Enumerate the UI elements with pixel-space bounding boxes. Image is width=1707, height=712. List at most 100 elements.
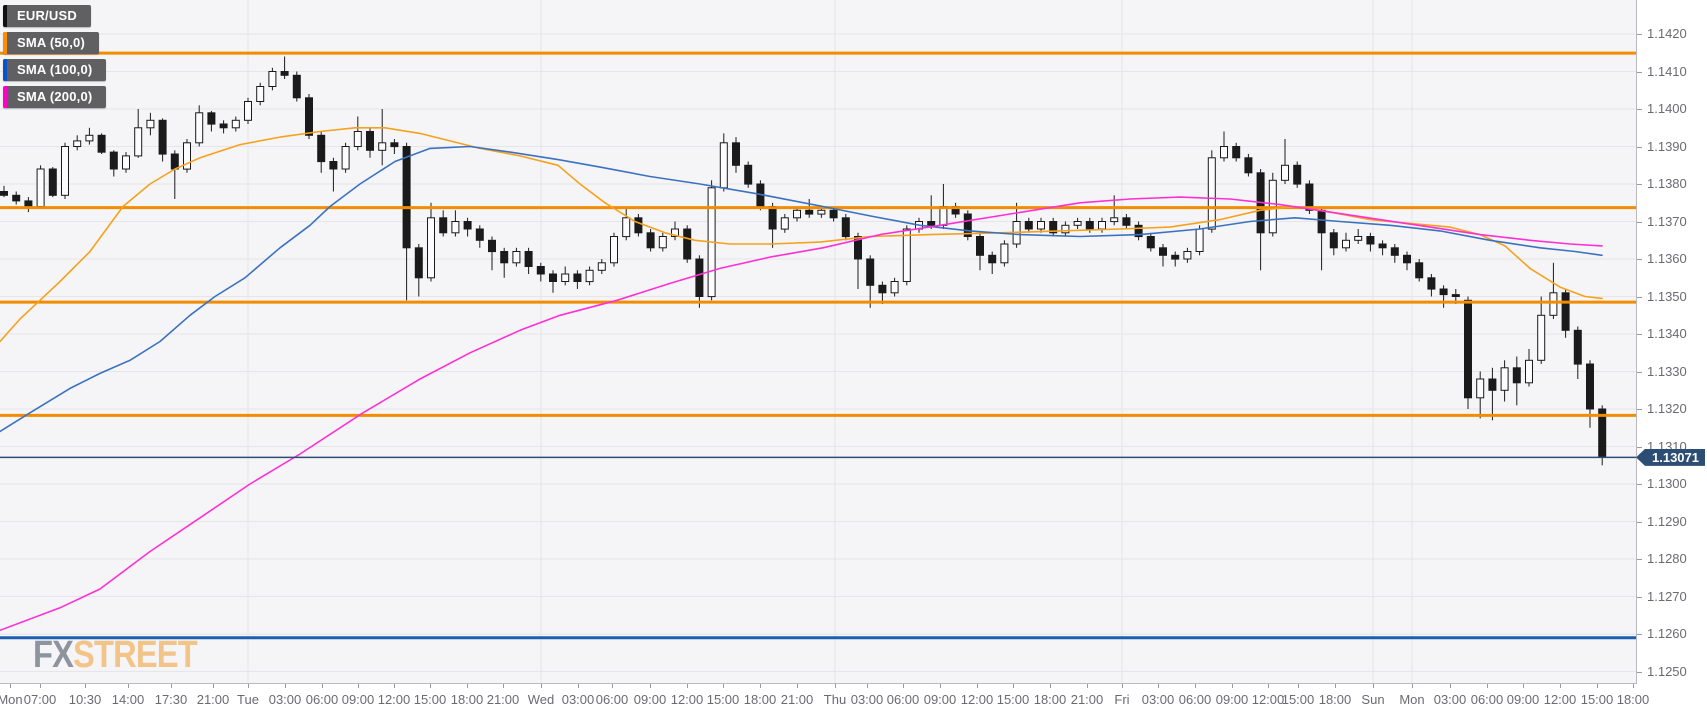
time-tick-label: 12:00 xyxy=(1251,692,1285,707)
time-tick-label: 03:00 xyxy=(268,692,302,707)
time-tick-mark xyxy=(1335,684,1336,688)
time-tick-mark xyxy=(467,684,468,688)
time-tick-mark xyxy=(541,684,542,688)
time-tick-mark xyxy=(903,684,904,688)
time-tick-mark xyxy=(1560,684,1561,688)
chart-plot-area[interactable]: EUR/USD SMA (50,0) SMA (100,0) SMA (200,… xyxy=(0,0,1637,684)
time-tick-mark xyxy=(797,684,798,688)
time-tick-label: 18:00 xyxy=(1616,692,1650,707)
sma100-swatch-icon xyxy=(3,59,7,81)
time-tick-mark xyxy=(977,684,978,688)
time-tick-label: 06:00 xyxy=(886,692,920,707)
price-tick-label: 1.1270 xyxy=(1637,589,1707,604)
time-tick-mark xyxy=(1298,684,1299,688)
time-tick-mark xyxy=(128,684,129,688)
time-tick-mark xyxy=(248,684,249,688)
time-tick-mark xyxy=(1597,684,1598,688)
time-tick-mark xyxy=(430,684,431,688)
time-tick-label: 15:00 xyxy=(1580,692,1614,707)
price-tick-label: 1.1260 xyxy=(1637,627,1707,641)
time-tick-label: 06:00 xyxy=(1470,692,1504,707)
time-tick-label: 21:00 xyxy=(486,692,520,707)
time-tick-mark xyxy=(40,684,41,688)
time-tick-label: 06:00 xyxy=(305,692,339,707)
chart-legend: EUR/USD SMA (50,0) SMA (100,0) SMA (200,… xyxy=(3,5,107,108)
time-tick-mark xyxy=(1122,684,1123,688)
time-tick-label: 03:00 xyxy=(1433,692,1467,707)
time-tick-label: Sun xyxy=(1361,692,1385,707)
time-tick-mark xyxy=(285,684,286,688)
watermark-fx: FX xyxy=(33,634,74,676)
time-tick-label: 18:00 xyxy=(450,692,484,707)
legend-item-sma100[interactable]: SMA (100,0) xyxy=(3,59,107,81)
time-tick-label: Tue xyxy=(237,692,259,707)
time-tick-label: 09:00 xyxy=(1215,692,1249,707)
time-tick-label: 18:00 xyxy=(1318,692,1352,707)
price-tick-label: 1.1420 xyxy=(1637,27,1707,41)
time-tick-mark xyxy=(1087,684,1088,688)
price-tick-label: 1.1360 xyxy=(1637,252,1707,266)
time-tick-mark xyxy=(358,684,359,688)
time-tick-mark xyxy=(171,684,172,688)
time-tick-label: 12:00 xyxy=(960,692,994,707)
sma200-label: SMA (200,0) xyxy=(17,89,93,104)
price-tick-label: 1.1390 xyxy=(1637,139,1707,154)
price-tick-label: 1.1380 xyxy=(1637,177,1707,191)
time-tick-label: 21:00 xyxy=(780,692,814,707)
time-tick-label: 07:00 xyxy=(23,692,57,707)
price-axis[interactable]: 1.1420 1.1410 1.1400 1.1390 1.1380 1.1370 1.13… xyxy=(1637,0,1707,683)
time-tick-label: 09:00 xyxy=(341,692,375,707)
time-tick-mark xyxy=(1487,684,1488,688)
current-price-badge: 1.13071 xyxy=(1636,448,1705,466)
time-tick-label: 09:00 xyxy=(923,692,957,707)
legend-item-symbol[interactable]: EUR/USD xyxy=(3,5,91,27)
time-tick-label: Thu xyxy=(823,692,847,707)
time-tick-label: 15:00 xyxy=(413,692,447,707)
time-tick-label: 21:00 xyxy=(1070,692,1104,707)
time-tick-label: 03:00 xyxy=(1141,692,1175,707)
sma50-label: SMA (50,0) xyxy=(17,35,85,50)
price-tick-label: 1.1250 xyxy=(1637,664,1707,679)
time-tick-label: 21:00 xyxy=(196,692,230,707)
price-tick-label: 1.1350 xyxy=(1637,289,1707,304)
symbol-swatch-icon xyxy=(3,5,7,27)
time-tick-mark xyxy=(1373,684,1374,688)
legend-item-sma50[interactable]: SMA (50,0) xyxy=(3,32,99,54)
candlestick-chart[interactable] xyxy=(0,0,1636,683)
time-tick-mark xyxy=(394,684,395,688)
time-tick-mark xyxy=(687,684,688,688)
time-tick-label: Fri xyxy=(1114,692,1130,707)
price-tick-label: 1.1400 xyxy=(1637,102,1707,116)
time-tick-label: 09:00 xyxy=(633,692,667,707)
time-tick-mark xyxy=(835,684,836,688)
time-tick-mark xyxy=(1050,684,1051,688)
time-tick-label: 15:00 xyxy=(706,692,740,707)
time-tick-label: 18:00 xyxy=(1033,692,1067,707)
time-tick-mark xyxy=(612,684,613,688)
legend-item-sma200[interactable]: SMA (200,0) xyxy=(3,86,107,108)
time-tick-label: 18:00 xyxy=(743,692,777,707)
time-axis[interactable]: Mon 07:00 10:30 14:00 17:30 21:00 Tue 03:00 06:0… xyxy=(0,684,1649,712)
time-tick-label: 15:00 xyxy=(996,692,1030,707)
price-tick-label: 1.1330 xyxy=(1637,364,1707,379)
time-tick-label: 06:00 xyxy=(1178,692,1212,707)
time-tick-label: 12:00 xyxy=(670,692,704,707)
price-tick-label: 1.1320 xyxy=(1637,402,1707,416)
time-tick-mark xyxy=(578,684,579,688)
price-tick-label: 1.1290 xyxy=(1637,514,1707,529)
time-tick-label: Wed xyxy=(527,692,555,707)
time-tick-mark xyxy=(650,684,651,688)
watermark-street: STREET xyxy=(73,634,198,676)
time-tick-label: 03:00 xyxy=(561,692,595,707)
time-tick-label: Mon xyxy=(1399,692,1425,707)
time-tick-mark xyxy=(1523,684,1524,688)
time-tick-mark xyxy=(10,684,11,688)
price-tick-label: 1.1280 xyxy=(1637,552,1707,566)
time-tick-mark xyxy=(1195,684,1196,688)
current-price-value: 1.13071 xyxy=(1652,449,1699,465)
time-tick-label: 10:30 xyxy=(68,692,102,707)
sma100-label: SMA (100,0) xyxy=(17,62,93,77)
time-tick-label: 17:30 xyxy=(154,692,188,707)
time-tick-mark xyxy=(1633,684,1634,688)
price-tick-label: 1.1340 xyxy=(1637,327,1707,341)
